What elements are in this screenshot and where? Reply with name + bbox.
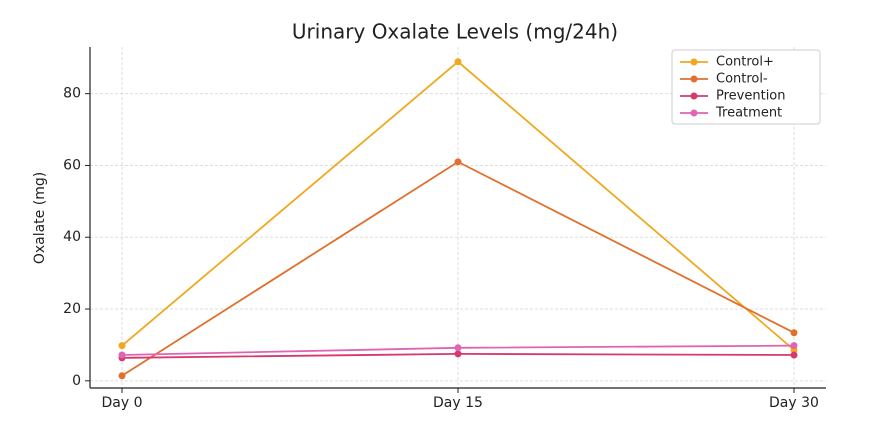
point [454,350,462,358]
point [118,351,126,359]
point [454,344,462,352]
x-tick-label: Day 0 [101,395,142,411]
point [790,329,798,337]
y-tick-label: 40 [63,229,81,245]
legend-marker [690,58,698,66]
legend-box [671,49,821,125]
point [454,158,462,166]
legend-label: Treatment [715,106,782,121]
point [118,342,126,350]
y-tick-label: 0 [72,373,81,389]
y-tick-label: 60 [63,157,81,173]
x-tick-label: Day 30 [769,395,819,411]
legend-label: Prevention [716,89,786,104]
legend-label: Control+ [716,55,774,70]
x-tick-label: Day 15 [433,395,483,411]
y-tick-label: 80 [63,86,81,102]
legend-label: Control- [716,72,768,87]
point [454,58,462,66]
legend-marker [690,109,698,117]
chart-title: Urinary Oxalate Levels (mg/24h) [292,20,618,44]
legend-marker [690,75,698,83]
y-tick-label: 20 [63,301,81,317]
point [118,372,126,380]
y-axis-label: Oxalate (mg) [32,172,48,264]
point [790,351,798,359]
legend-marker [690,92,698,100]
point [790,342,798,350]
